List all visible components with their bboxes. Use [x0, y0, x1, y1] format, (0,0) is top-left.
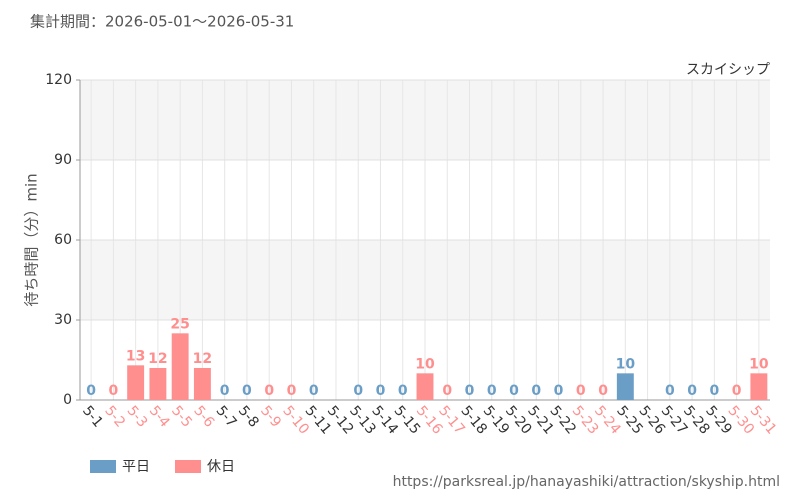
bar — [616, 373, 634, 400]
value-label: 12 — [193, 351, 212, 367]
y-tick-label: 0 — [63, 392, 72, 408]
value-label: 10 — [415, 356, 435, 372]
value-label: 0 — [353, 383, 363, 399]
y-axis-label: 待ち時間（分）min — [23, 173, 41, 306]
y-tick-label: 30 — [54, 312, 72, 328]
value-label: 13 — [126, 348, 145, 364]
x-tick-label: 5-8 — [235, 403, 262, 431]
value-label: 12 — [148, 351, 167, 367]
x-tick-label: 5-4 — [146, 403, 173, 431]
value-label: 0 — [86, 383, 96, 399]
bar — [750, 373, 768, 400]
value-label: 0 — [554, 383, 564, 399]
value-label: 0 — [220, 383, 230, 399]
bar — [127, 365, 145, 400]
bar — [171, 333, 189, 400]
legend-swatch — [90, 460, 116, 473]
value-label: 0 — [709, 383, 719, 399]
value-label: 0 — [598, 383, 608, 399]
value-label: 0 — [442, 383, 452, 399]
value-label: 0 — [465, 383, 475, 399]
y-tick-label: 90 — [54, 152, 72, 168]
legend-swatch — [175, 460, 201, 473]
value-label: 0 — [242, 383, 252, 399]
value-label: 0 — [398, 383, 408, 399]
value-label: 0 — [309, 383, 319, 399]
bar — [416, 373, 434, 400]
value-label: 0 — [531, 383, 541, 399]
x-tick-label: 5-3 — [124, 403, 151, 431]
value-label: 0 — [109, 383, 119, 399]
legend-label: 休日 — [207, 459, 235, 475]
y-tick-label: 120 — [45, 72, 72, 88]
legend-label: 平日 — [122, 459, 150, 475]
x-tick-label: 5-9 — [257, 403, 284, 431]
x-tick-label: 5-6 — [190, 403, 217, 431]
value-label: 0 — [665, 383, 675, 399]
value-label: 0 — [264, 383, 274, 399]
x-tick-label: 5-7 — [213, 403, 240, 431]
header: 集計期間：2026-05-01～2026-05-31 — [30, 13, 294, 31]
bar — [149, 368, 167, 400]
value-label: 10 — [616, 356, 636, 372]
value-label: 0 — [376, 383, 386, 399]
x-tick-label: 5-2 — [101, 403, 128, 431]
value-label: 10 — [749, 356, 769, 372]
value-label: 0 — [732, 383, 742, 399]
source: https://parksreal.jp/hanayashiki/attract… — [393, 474, 780, 490]
bar — [193, 368, 211, 400]
value-label: 0 — [487, 383, 497, 399]
value-label: 25 — [170, 316, 189, 332]
x-tick-label: 5-1 — [79, 403, 106, 431]
y-tick-label: 60 — [54, 232, 72, 248]
value-label: 0 — [576, 383, 586, 399]
value-label: 0 — [287, 383, 297, 399]
value-label: 0 — [687, 383, 697, 399]
chart-title: スカイシップ — [686, 62, 770, 78]
value-label: 0 — [509, 383, 519, 399]
x-tick-label: 5-5 — [168, 403, 195, 431]
